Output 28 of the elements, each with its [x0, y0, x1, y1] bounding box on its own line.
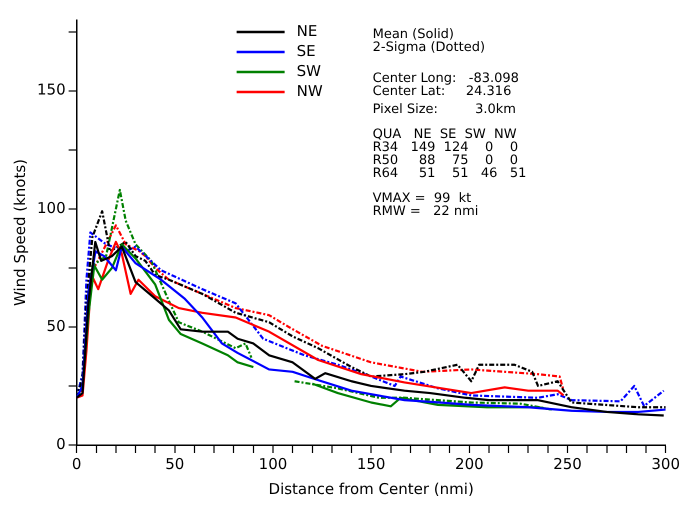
x-tick-label: 250: [553, 454, 582, 473]
y-axis-title: Wind Speed (knots): [10, 158, 29, 306]
annotation: R64 51 51 46 51: [372, 166, 526, 181]
annotation: Center Long: -83.098: [372, 70, 519, 86]
y-tick-label: 100: [36, 198, 66, 217]
y-tick-label: 150: [36, 80, 66, 99]
annotation: QUA NE SE SW NW: [372, 126, 517, 142]
x-tick-label: 300: [651, 454, 680, 473]
annotation: VMAX = 99 kt: [372, 190, 472, 206]
annotation: Center Lat: 24.316: [372, 84, 512, 99]
x-tick-label: 200: [455, 454, 484, 473]
annotation: 2-Sigma (Dotted): [372, 40, 486, 55]
y-tick-label: 0: [56, 434, 66, 453]
legend-label: SE: [296, 42, 316, 60]
legend-label: NW: [296, 82, 323, 100]
annotation: R50 88 75 0 0: [372, 152, 518, 168]
annotation: Pixel Size: 3.0km: [372, 102, 516, 117]
annotation: Mean (Solid): [372, 26, 454, 42]
x-tick-label: 100: [258, 454, 288, 473]
legend-label: NE: [296, 22, 318, 40]
y-tick-label: 50: [46, 316, 66, 335]
legend-label: SW: [296, 62, 322, 80]
annotation: RMW = 22 nmi: [372, 204, 478, 219]
annotation: R34 149 124 0 0: [372, 140, 518, 155]
x-tick-label: 0: [72, 454, 82, 473]
x-tick-label: 50: [165, 454, 184, 473]
x-tick-label: 150: [356, 454, 386, 473]
x-axis-title: Distance from Center (nmi): [268, 480, 474, 498]
